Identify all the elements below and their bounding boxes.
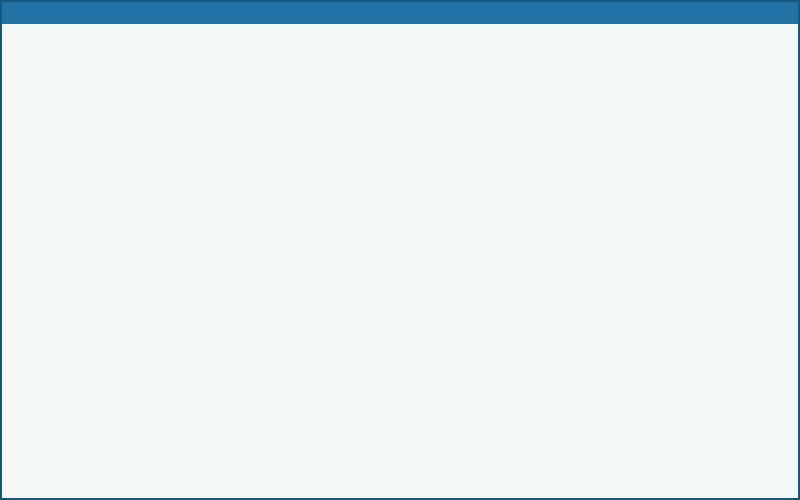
chart-title-bar <box>2 2 798 24</box>
